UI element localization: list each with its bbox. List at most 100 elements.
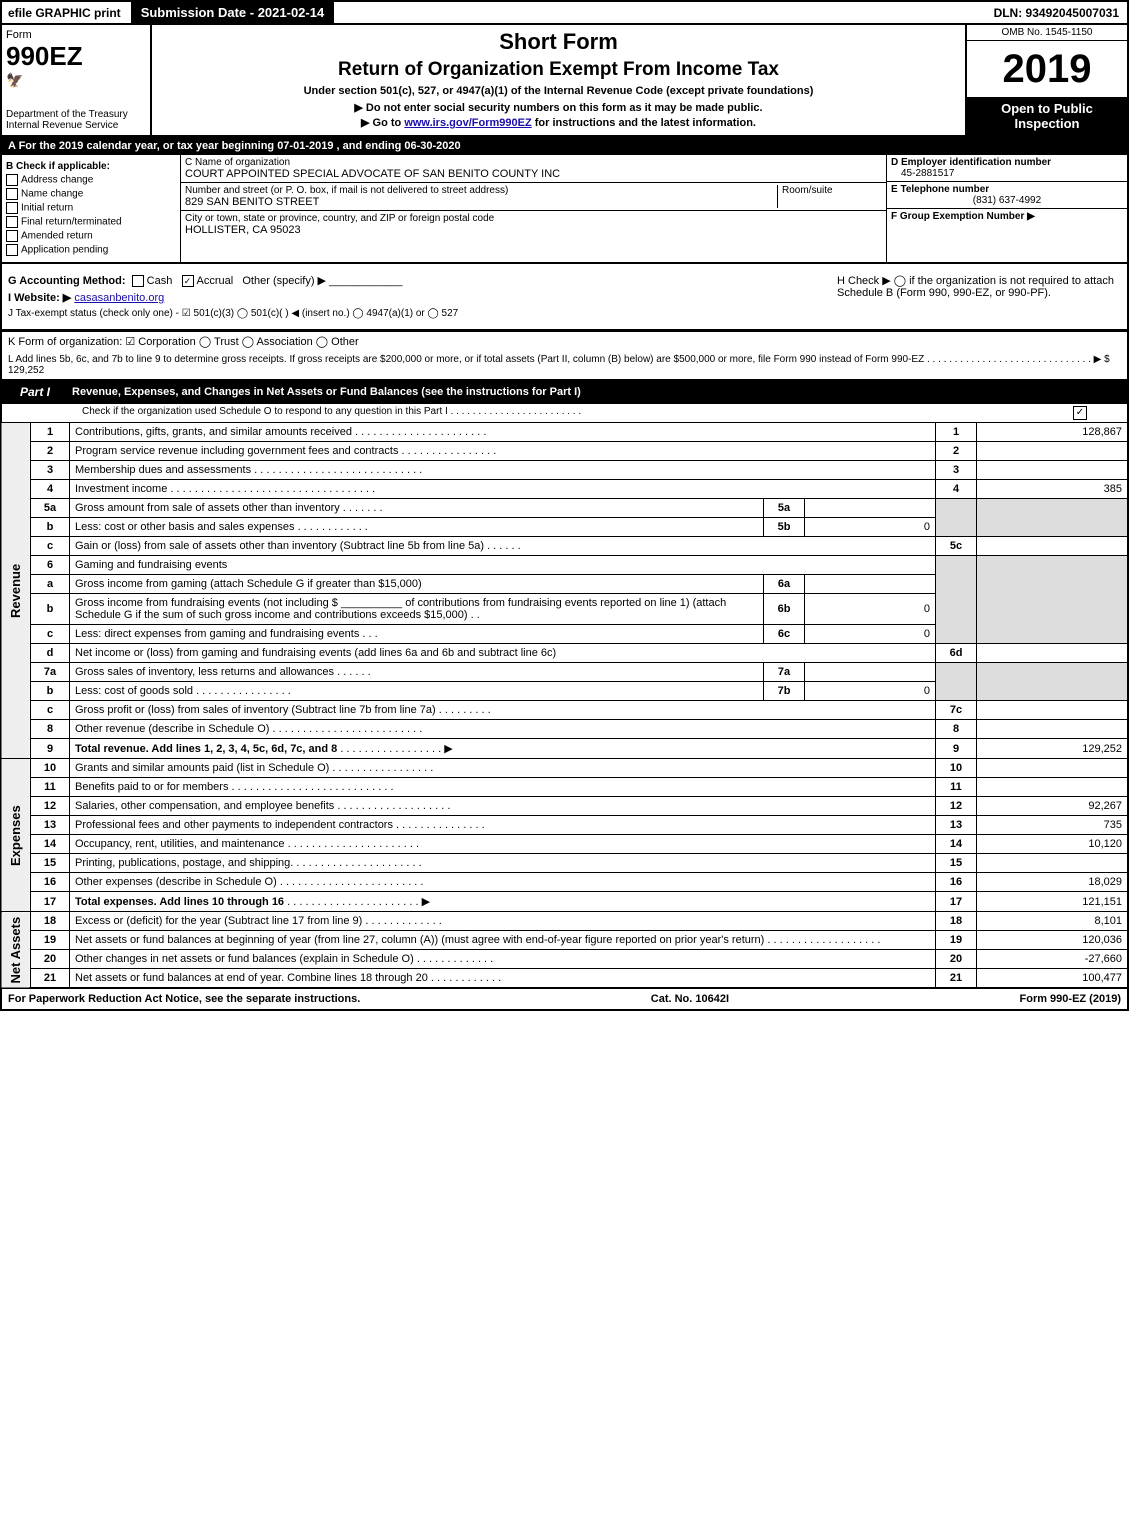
form-number: 990EZ — [6, 41, 146, 72]
accounting-section: G Accounting Method: Cash ✓Accrual Other… — [0, 264, 1129, 331]
form-label: Form — [6, 29, 146, 41]
initial-return-checkbox[interactable] — [6, 202, 18, 214]
phone-label: E Telephone number — [891, 184, 1123, 195]
cash-label: Cash — [147, 275, 173, 287]
line16-value: 18,029 — [977, 873, 1129, 892]
efile-print-button[interactable]: efile GRAPHIC print — [2, 4, 127, 22]
section-subtitle: Under section 501(c), 527, or 4947(a)(1)… — [162, 85, 955, 97]
final-return-checkbox[interactable] — [6, 216, 18, 228]
line9-value: 129,252 — [977, 739, 1129, 759]
top-bar: efile GRAPHIC print Submission Date - 20… — [0, 0, 1129, 25]
accounting-method-label: G Accounting Method: — [8, 275, 126, 287]
ein-value: 45-2881517 — [891, 168, 1123, 179]
part1-table: Revenue 1 Contributions, gifts, grants, … — [0, 422, 1129, 989]
line6c-value: 0 — [805, 625, 936, 644]
line-desc: Benefits paid to or for members — [75, 781, 228, 793]
line-desc: Contributions, gifts, grants, and simila… — [75, 426, 352, 438]
line5b-value: 0 — [805, 518, 936, 537]
ssn-warning: ▶ Do not enter social security numbers o… — [162, 101, 955, 114]
header-left: Form 990EZ 🦅 Department of the Treasury … — [2, 25, 152, 135]
header-right: OMB No. 1545-1150 2019 Open to Public In… — [965, 25, 1127, 135]
short-form-title: Short Form — [162, 29, 955, 55]
irs-label: Internal Revenue Service — [6, 120, 118, 131]
accrual-checkbox[interactable]: ✓ — [182, 275, 194, 287]
part1-header: Part I Revenue, Expenses, and Changes in… — [0, 380, 1129, 404]
entity-section: B Check if applicable: Address change Na… — [0, 155, 1129, 264]
line-desc: Less: cost or other basis and sales expe… — [75, 521, 295, 533]
line-desc: Gross profit or (loss) from sales of inv… — [75, 704, 436, 716]
city-state-zip: HOLLISTER, CA 95023 — [185, 224, 882, 236]
schedule-o-checkbox[interactable]: ✓ — [1073, 406, 1087, 420]
table-row: 5a Gross amount from sale of assets othe… — [1, 499, 1128, 518]
table-row: 2 Program service revenue including gove… — [1, 442, 1128, 461]
goto-post: for instructions and the latest informat… — [532, 117, 756, 129]
line-desc: Gross sales of inventory, less returns a… — [75, 666, 334, 678]
dln-number: DLN: 93492045007031 — [986, 4, 1127, 22]
line1-value: 128,867 — [977, 423, 1129, 442]
line12-value: 92,267 — [977, 797, 1129, 816]
line-desc: Program service revenue including govern… — [75, 445, 398, 457]
line-desc: Salaries, other compensation, and employ… — [75, 800, 334, 812]
line-desc: Printing, publications, postage, and shi… — [75, 857, 293, 869]
table-row: 19 Net assets or fund balances at beginn… — [1, 931, 1128, 950]
line-desc: Gain or (loss) from sale of assets other… — [75, 540, 484, 552]
header-center: Short Form Return of Organization Exempt… — [152, 25, 965, 135]
table-row: 15 Printing, publications, postage, and … — [1, 854, 1128, 873]
dept-treasury: Department of the Treasury — [6, 109, 128, 120]
accrual-label: Accrual — [197, 275, 234, 287]
goto-instruction: ▶ Go to www.irs.gov/Form990EZ for instru… — [162, 116, 955, 129]
line20-value: -27,660 — [977, 950, 1129, 969]
submission-date: Submission Date - 2021-02-14 — [131, 2, 335, 23]
application-pending-checkbox[interactable] — [6, 244, 18, 256]
gross-receipts-line: L Add lines 5b, 6c, and 7b to line 9 to … — [0, 351, 1129, 380]
table-row: 9 Total revenue. Add lines 1, 2, 3, 4, 5… — [1, 739, 1128, 759]
table-row: 7a Gross sales of inventory, less return… — [1, 663, 1128, 682]
table-row: c Gross profit or (loss) from sales of i… — [1, 701, 1128, 720]
net-assets-side-label: Net Assets — [1, 912, 31, 989]
line6b-desc: Gross income from fundraising events (no… — [70, 594, 764, 625]
city-label: City or town, state or province, country… — [185, 213, 882, 224]
open-to-public: Open to Public Inspection — [967, 97, 1127, 135]
table-row: 17 Total expenses. Add lines 10 through … — [1, 892, 1128, 912]
part1-sub-text: Check if the organization used Schedule … — [82, 406, 581, 420]
irs-link[interactable]: www.irs.gov/Form990EZ — [404, 117, 531, 129]
line21-value: 100,477 — [977, 969, 1129, 989]
line-desc: Net income or (loss) from gaming and fun… — [70, 644, 936, 663]
table-row: 8 Other revenue (describe in Schedule O)… — [1, 720, 1128, 739]
page-footer: For Paperwork Reduction Act Notice, see … — [0, 989, 1129, 1011]
line4-value: 385 — [977, 480, 1129, 499]
line-desc: Gaming and fundraising events — [70, 556, 936, 575]
line6b-value: 0 — [805, 594, 936, 625]
room-suite-label: Room/suite — [777, 185, 882, 208]
amended-return-checkbox[interactable] — [6, 230, 18, 242]
omb-number: OMB No. 1545-1150 — [967, 25, 1127, 41]
ein-label: D Employer identification number — [891, 157, 1123, 168]
line-desc: Total revenue. Add lines 1, 2, 3, 4, 5c,… — [75, 743, 337, 755]
cash-checkbox[interactable] — [132, 275, 144, 287]
column-c: C Name of organization COURT APPOINTED S… — [181, 155, 886, 262]
column-b: B Check if applicable: Address change Na… — [2, 155, 181, 262]
table-row: d Net income or (loss) from gaming and f… — [1, 644, 1128, 663]
org-name: COURT APPOINTED SPECIAL ADVOCATE OF SAN … — [185, 168, 882, 180]
line-desc: Excess or (deficit) for the year (Subtra… — [75, 915, 362, 927]
tax-year-bar: A For the 2019 calendar year, or tax yea… — [0, 137, 1129, 155]
line-desc: Gross amount from sale of assets other t… — [75, 502, 340, 514]
name-change-checkbox[interactable] — [6, 188, 18, 200]
line-desc: Total expenses. Add lines 10 through 16 — [75, 896, 284, 908]
line-desc: Membership dues and assessments — [75, 464, 251, 476]
website-link[interactable]: casasanbenito.org — [74, 292, 164, 304]
line-desc: Occupancy, rent, utilities, and maintena… — [75, 838, 285, 850]
final-return-label: Final return/terminated — [21, 217, 122, 228]
form-header: Form 990EZ 🦅 Department of the Treasury … — [0, 25, 1129, 137]
schedule-b-check: H Check ▶ ◯ if the organization is not r… — [833, 270, 1121, 323]
table-row: 20 Other changes in net assets or fund b… — [1, 950, 1128, 969]
table-row: 21 Net assets or fund balances at end of… — [1, 969, 1128, 989]
amended-return-label: Amended return — [21, 231, 93, 242]
line-desc: Less: cost of goods sold — [75, 685, 193, 697]
line-desc: Professional fees and other payments to … — [75, 819, 393, 831]
table-row: 6 Gaming and fundraising events — [1, 556, 1128, 575]
other-method-label: Other (specify) ▶ — [242, 275, 326, 287]
address-change-checkbox[interactable] — [6, 174, 18, 186]
line7b-value: 0 — [805, 682, 936, 701]
line-desc: Other revenue (describe in Schedule O) — [75, 723, 269, 735]
